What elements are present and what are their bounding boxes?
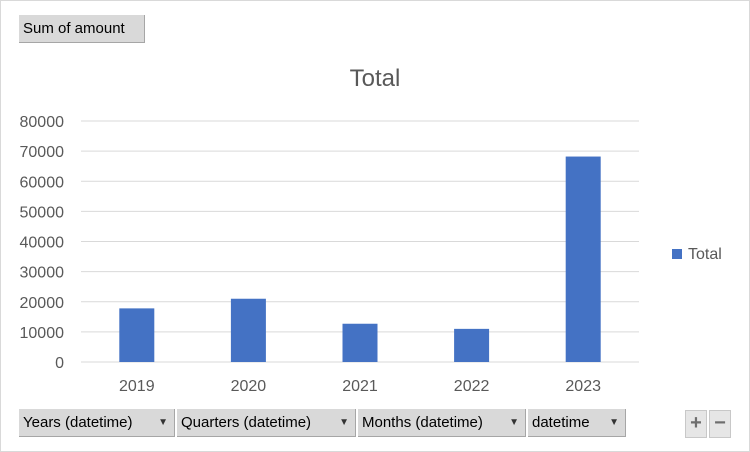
value-field-label: Sum of amount [23, 20, 125, 37]
axis-field-label: Years (datetime) [23, 414, 133, 431]
value-field-button[interactable]: Sum of amount [19, 15, 145, 43]
x-tick-label: 2023 [565, 378, 601, 395]
x-tick-label: 2022 [454, 378, 490, 395]
axis-field-datetime[interactable]: datetime ▼ [528, 409, 626, 437]
bar-2022[interactable] [454, 328, 490, 362]
minus-icon: − [714, 412, 726, 434]
bar-2021[interactable] [342, 323, 378, 362]
axis-field-quarters[interactable]: Quarters (datetime) ▼ [177, 409, 356, 437]
axis-field-label: Months (datetime) [362, 414, 483, 431]
legend-swatch [672, 249, 682, 259]
y-tick-label: 20000 [20, 295, 65, 312]
dropdown-arrow-icon[interactable]: ▼ [509, 417, 519, 428]
y-tick-label: 50000 [20, 204, 65, 221]
bar-2019[interactable] [119, 308, 155, 362]
dropdown-arrow-icon[interactable]: ▼ [339, 417, 349, 428]
expand-field-button[interactable]: + [685, 410, 707, 438]
axis-field-years[interactable]: Years (datetime) ▼ [19, 409, 175, 437]
plus-icon: + [690, 412, 702, 434]
x-tick-label: 2019 [119, 378, 155, 395]
chart-title: Total [350, 65, 401, 92]
x-tick-label: 2021 [342, 378, 378, 395]
y-tick-label: 30000 [20, 265, 65, 282]
legend-label: Total [688, 246, 722, 263]
y-tick-label: 10000 [20, 325, 65, 342]
dropdown-arrow-icon[interactable]: ▼ [158, 417, 168, 428]
x-axis-ticks: 2019 2020 2021 2022 2023 [119, 378, 601, 395]
axis-field-months[interactable]: Months (datetime) ▼ [358, 409, 526, 437]
axis-field-bar: Years (datetime) ▼ Quarters (datetime) ▼… [19, 409, 626, 439]
bars [119, 156, 601, 362]
y-tick-label: 70000 [20, 144, 65, 161]
y-tick-label: 60000 [20, 174, 65, 191]
y-tick-label: 0 [55, 355, 64, 372]
bar-2020[interactable] [230, 298, 266, 362]
dropdown-arrow-icon[interactable]: ▼ [609, 417, 619, 428]
gridlines [81, 120, 639, 363]
axis-field-label: Quarters (datetime) [181, 414, 312, 431]
bar-2023[interactable] [565, 156, 601, 362]
collapse-field-button[interactable]: − [709, 410, 731, 438]
y-axis-ticks: 0 10000 20000 30000 40000 50000 60000 70000 8000… [20, 114, 65, 372]
x-tick-label: 2020 [231, 378, 267, 395]
y-tick-label: 80000 [20, 114, 65, 131]
y-tick-label: 40000 [20, 235, 65, 252]
legend: Total [672, 246, 722, 263]
axis-field-label: datetime [532, 414, 590, 431]
